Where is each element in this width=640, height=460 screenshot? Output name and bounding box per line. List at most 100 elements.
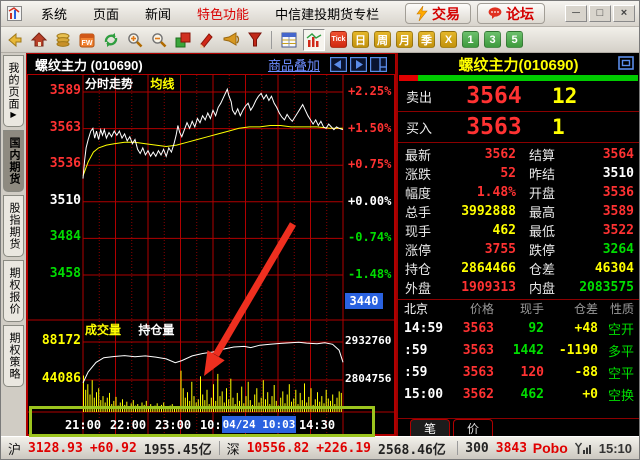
- price-axis-label: 3563: [49, 120, 81, 135]
- stat-label: 外盘: [405, 281, 432, 296]
- menu-news[interactable]: 新闻: [145, 7, 172, 22]
- menu-citic-column[interactable]: 中信建投期货专栏: [275, 7, 380, 22]
- menu-special-features[interactable]: 特色功能: [197, 7, 250, 22]
- time-axis-label: 21:00: [64, 418, 102, 432]
- stat-value: 3992888: [461, 204, 516, 219]
- status-separator: [218, 441, 220, 455]
- percent-axis-label: +1.50%: [348, 121, 392, 135]
- sz-index: 10556.82: [246, 440, 310, 456]
- period-month-button[interactable]: 月: [396, 31, 413, 48]
- chart-header: 螺纹主力 (010690) 商品叠加: [27, 54, 395, 74]
- menu-system[interactable]: 系统: [41, 7, 68, 22]
- prev-symbol-icon[interactable]: [330, 56, 347, 72]
- refresh-icon[interactable]: [101, 30, 120, 49]
- hs300-label: 300: [465, 440, 489, 456]
- layers-icon[interactable]: [173, 30, 192, 49]
- ask-row[interactable]: 卖出 3564 12: [398, 81, 639, 111]
- chart-tool-selected[interactable]: [303, 28, 325, 51]
- bid-row[interactable]: 买入 3563 1: [398, 112, 639, 142]
- sidebar-tab-domestic-futures[interactable]: 国内期货: [3, 130, 24, 192]
- intraday-chart[interactable]: [27, 74, 395, 435]
- stat-label: 最高: [529, 205, 556, 220]
- sh-change: +60.92: [89, 440, 137, 456]
- maximize-button[interactable]: □: [589, 5, 611, 22]
- forum-button[interactable]: 论坛: [477, 3, 545, 24]
- pencil-icon[interactable]: [197, 30, 216, 49]
- tick-period-button[interactable]: Tick: [330, 31, 347, 48]
- chart-body[interactable]: 分时走势 均线 成交量 持仓量 3589 3563 3536 3510 3484 3458…: [27, 74, 395, 437]
- trade-price: 3563: [462, 320, 494, 336]
- menu-page[interactable]: 页面: [93, 7, 120, 22]
- stat-label: 现手: [405, 224, 432, 239]
- trade-price: 3563: [462, 364, 494, 380]
- period-1min-button[interactable]: 1: [462, 31, 479, 48]
- status-separator: [457, 441, 459, 455]
- trade-row[interactable]: 14:59 3563 92 +48 空开: [398, 317, 639, 339]
- period-day-button[interactable]: 日: [352, 31, 369, 48]
- horn-icon[interactable]: [221, 30, 240, 49]
- sidebar-tab-label: 期权策略: [8, 332, 20, 380]
- sidebar-tab-option-strategy[interactable]: 期权策略: [3, 325, 24, 387]
- split-window-icon[interactable]: [370, 56, 387, 72]
- time-axis-label: 22:00: [109, 418, 147, 432]
- chart-section: 螺纹主力 (010690) 商品叠加 分时走势 均线 成交量 持仓量: [26, 53, 396, 437]
- trade-oi-change: -1190: [558, 342, 598, 358]
- tab-by-price[interactable]: 价: [453, 419, 494, 436]
- stat-value: 3536: [602, 185, 634, 200]
- period-week-button[interactable]: 周: [374, 31, 391, 48]
- popout-window-icon[interactable]: [618, 56, 634, 70]
- stats-grid: 最新 3562 结算 3564 涨跌 52 昨结 3510 幅度 1.48% 开盘 3536 总手 399…: [398, 143, 639, 299]
- quote-table-icon[interactable]: [279, 30, 298, 49]
- percent-axis-label: -0.74%: [348, 230, 392, 244]
- trade-price: 3562: [462, 386, 494, 402]
- volume-axis-label: 88172: [41, 333, 81, 348]
- period-5min-button[interactable]: 5: [506, 31, 523, 48]
- col-header: 现手: [519, 302, 544, 316]
- sidebar-tab-my-pages[interactable]: 我的页面▶: [3, 55, 24, 127]
- volume-label: 成交量: [85, 323, 122, 337]
- tab-by-trade[interactable]: 笔: [410, 419, 451, 436]
- next-symbol-icon[interactable]: [350, 56, 367, 72]
- zoom-in-icon[interactable]: [125, 30, 144, 49]
- fw-calendar-icon[interactable]: FW: [77, 30, 96, 49]
- sh-index: 3128.93: [28, 440, 83, 456]
- percent-axis-label: +0.00%: [348, 194, 392, 208]
- trade-oi-change: +0: [582, 386, 598, 402]
- trade-row[interactable]: :59 3563 1442 -1190 多平: [398, 339, 639, 361]
- trade-time: 15:00: [404, 386, 444, 402]
- percent-axis-label: -1.48%: [348, 267, 392, 281]
- home-icon[interactable]: [29, 30, 48, 49]
- quote-panel-title: 螺纹主力(010690): [398, 53, 639, 75]
- menu-bar: 系统 页面 新闻 特色功能 中信建投期货专栏 交易 论坛 ─ □ ×: [1, 1, 639, 27]
- stat-value: 3564: [602, 147, 634, 162]
- stat-label: 最新: [405, 148, 432, 163]
- quote-panel: 螺纹主力(010690) 卖出 3564 12 买入 3563 1 最新 3562…: [396, 53, 639, 436]
- stat-label: 内盘: [529, 281, 556, 296]
- period-3min-button[interactable]: 3: [484, 31, 501, 48]
- zoom-out-icon[interactable]: [149, 30, 168, 49]
- close-button[interactable]: ×: [613, 5, 635, 22]
- ask-qty: 12: [552, 84, 578, 108]
- funds-coins-icon[interactable]: [53, 30, 72, 49]
- filter-funnel-icon[interactable]: [245, 30, 264, 49]
- overlay-link[interactable]: 商品叠加: [267, 57, 320, 73]
- trade-button[interactable]: 交易: [405, 3, 471, 24]
- stat-label: 涨跌: [405, 167, 432, 182]
- price-axis-label: 3589: [49, 83, 81, 98]
- trade-volume: 462: [520, 386, 544, 402]
- ratio-green-segment: [418, 75, 638, 81]
- trade-row[interactable]: :59 3563 120 -88 空平: [398, 361, 639, 383]
- period-custom-button[interactable]: X: [440, 31, 457, 48]
- sidebar-tab-index-futures[interactable]: 股指期货: [3, 195, 24, 257]
- period-season-button[interactable]: 季: [418, 31, 435, 48]
- back-icon[interactable]: [5, 30, 24, 49]
- trade-row[interactable]: 15:00 3562 462 +0 空换: [398, 383, 639, 405]
- bid-price: 3563: [466, 114, 522, 140]
- stat-value: 2864466: [461, 261, 516, 276]
- sidebar-tab-option-quotes[interactable]: 期权报价: [3, 260, 24, 322]
- buy-sell-ratio-bar: [399, 75, 638, 81]
- forum-button-label: 论坛: [506, 5, 534, 22]
- minimize-button[interactable]: ─: [565, 5, 587, 22]
- percent-axis-label: +2.25%: [348, 84, 392, 98]
